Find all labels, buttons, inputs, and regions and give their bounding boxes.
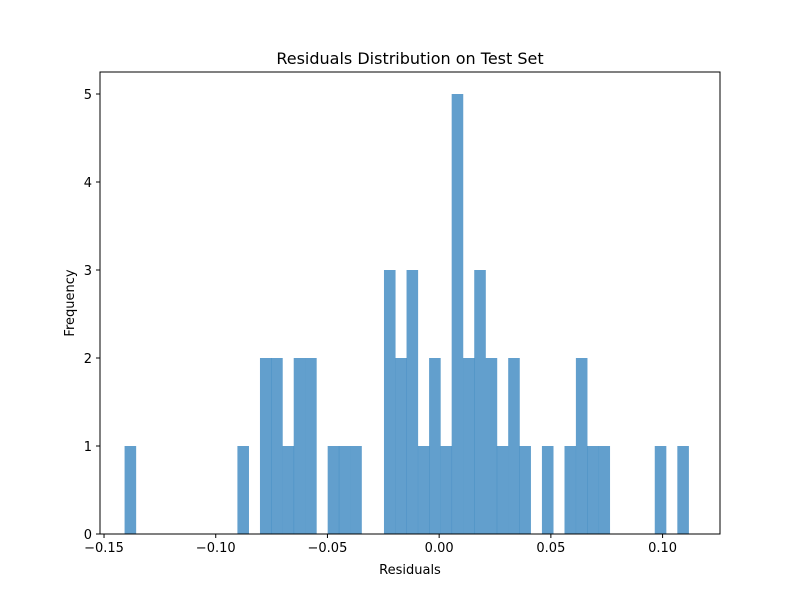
histogram-bar [564,446,577,534]
histogram-bar [519,446,531,534]
histogram-bar [350,446,362,534]
y-tick-label: 1 [84,440,92,455]
x-axis-ticks: −0.15 −0.10 −0.05 0.00 0.05 0.10 [84,534,677,556]
histogram-bar [654,446,667,534]
y-axis-label: Frequency [63,269,78,336]
histogram-bar [383,270,396,534]
x-axis-label: Residuals [379,563,441,578]
histogram-bar [271,358,283,534]
histogram-bar [587,446,599,534]
histogram-bar [237,446,249,534]
histogram-bar [293,358,306,534]
histogram-bar [463,358,475,534]
chart-title: Residuals Distribution on Test Set [276,49,543,68]
x-tick-label: −0.15 [84,541,124,556]
x-tick-label: −0.05 [308,541,348,556]
histogram-bar [406,270,419,534]
histogram-bar [338,446,351,534]
histogram-bar [474,270,486,534]
x-tick-label: 0.10 [648,541,677,556]
y-tick-label: 4 [84,176,92,191]
histogram-bar [305,358,317,534]
histogram-bar [496,446,509,534]
histogram-bar [451,94,464,534]
x-tick-label: −0.10 [196,541,236,556]
histogram-bar [508,358,520,534]
histogram-bar [417,446,430,534]
histogram-bar [575,358,588,534]
x-tick-label: 0.05 [536,541,565,556]
y-tick-label: 0 [84,528,92,543]
x-tick-label: 0.00 [425,541,454,556]
histogram-bar [541,446,554,534]
histogram-bar [395,358,407,534]
y-tick-label: 2 [84,352,92,367]
histogram-bar [327,446,340,534]
histogram-bar [124,446,137,534]
y-axis-ticks: 0 1 2 3 4 5 [84,88,100,543]
plot-frame [99,71,721,535]
y-tick-label: 3 [84,264,92,279]
bars-group [124,94,689,534]
histogram-bar [485,358,498,534]
histogram-bar [440,446,453,534]
histogram-bar [282,446,295,534]
histogram-bar [429,358,441,534]
histogram-bar [598,446,611,534]
histogram-bar [259,358,272,534]
histogram-bar [677,446,689,534]
y-tick-label: 5 [84,88,92,103]
